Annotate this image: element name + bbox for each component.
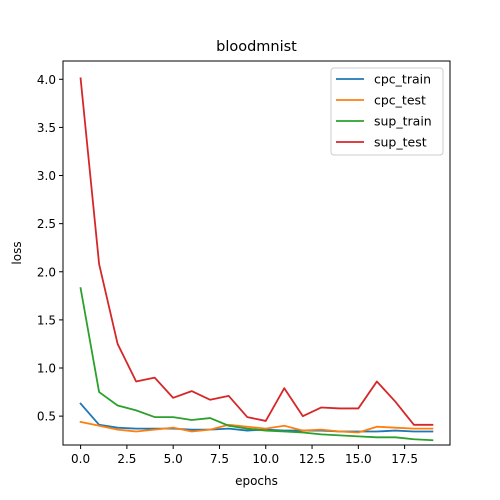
- x-tick-label: 17.5: [391, 452, 418, 466]
- y-axis-label: loss: [10, 241, 24, 264]
- x-axis: 0.0 2.5 5.0 7.5 10.0 12.5 15.0 17.5: [71, 445, 418, 466]
- legend-entry-label: sup_train: [374, 114, 432, 129]
- legend-entry-label: cpc_train: [374, 72, 431, 87]
- y-tick-label: 3.5: [37, 121, 56, 135]
- legend: cpc_train cpc_test sup_train sup_test: [330, 67, 444, 156]
- x-tick-label: 15.0: [345, 452, 372, 466]
- plot-area: [79, 77, 434, 442]
- y-tick-label: 0.5: [37, 410, 56, 424]
- series-line-sup-test: [79, 77, 434, 426]
- legend-box: [330, 67, 444, 156]
- series-line-cpc-test: [79, 420, 434, 434]
- y-tick-label: 2.0: [37, 265, 56, 279]
- series-line-sup-train: [79, 287, 434, 442]
- x-tick-label: 2.5: [117, 452, 136, 466]
- y-tick-label: 4.0: [37, 73, 56, 87]
- x-axis-label: epochs: [235, 474, 278, 488]
- x-tick-label: 10.0: [252, 452, 279, 466]
- y-tick-label: 2.5: [37, 217, 56, 231]
- legend-entry-label: sup_test: [374, 135, 427, 150]
- y-axis: 0.5 1.0 1.5 2.0 2.5 3.0 3.5 4.0: [37, 73, 63, 424]
- x-tick-label: 5.0: [164, 452, 183, 466]
- x-tick-label: 0.0: [71, 452, 90, 466]
- y-tick-label: 1.0: [37, 362, 56, 376]
- plot-frame: [62, 60, 451, 446]
- x-tick-label: 7.5: [210, 452, 229, 466]
- legend-entry-label: cpc_test: [374, 93, 426, 108]
- y-tick-label: 3.0: [37, 169, 56, 183]
- chart-title: bloodmnist: [216, 39, 297, 55]
- y-tick-label: 1.5: [37, 313, 56, 327]
- x-tick-label: 12.5: [299, 452, 326, 466]
